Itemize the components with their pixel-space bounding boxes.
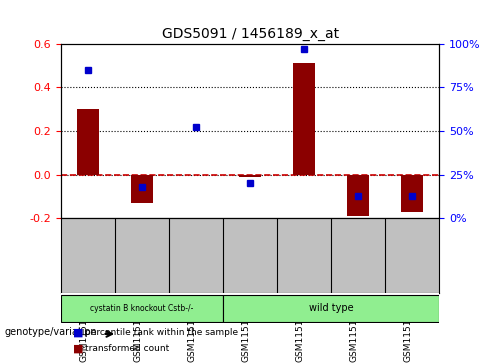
FancyBboxPatch shape (61, 295, 223, 322)
Text: percentile rank within the sample: percentile rank within the sample (85, 328, 239, 337)
Text: wild type: wild type (309, 303, 353, 313)
Title: GDS5091 / 1456189_x_at: GDS5091 / 1456189_x_at (162, 27, 339, 41)
Bar (347, 175, 369, 216)
Bar (293, 63, 315, 175)
Bar (77, 109, 99, 175)
Bar (131, 175, 153, 203)
Text: cystatin B knockout Cstb-/-: cystatin B knockout Cstb-/- (90, 303, 194, 313)
Bar (239, 175, 261, 177)
Text: genotype/variation: genotype/variation (5, 327, 98, 337)
Text: ■: ■ (73, 327, 83, 337)
Bar (401, 175, 423, 212)
Text: ■: ■ (73, 343, 83, 354)
FancyBboxPatch shape (223, 295, 439, 322)
Text: transformed count: transformed count (85, 344, 170, 353)
